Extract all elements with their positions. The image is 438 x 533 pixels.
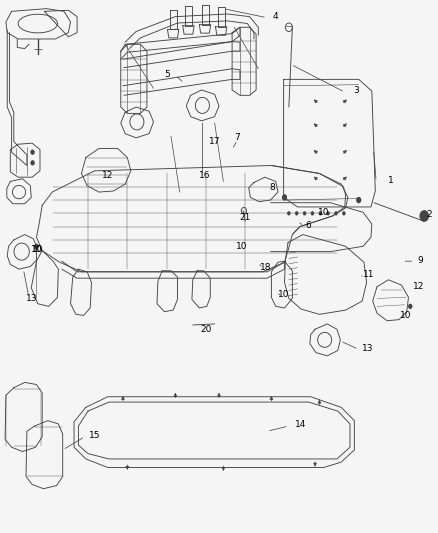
Circle shape [34, 244, 39, 249]
Circle shape [311, 211, 314, 215]
Circle shape [30, 150, 35, 155]
Text: 10: 10 [31, 245, 42, 254]
Text: 3: 3 [353, 85, 360, 94]
Circle shape [408, 304, 413, 309]
Circle shape [30, 160, 35, 165]
Text: 17: 17 [209, 137, 220, 146]
Text: 16: 16 [199, 171, 211, 180]
Text: 1: 1 [388, 176, 393, 185]
Text: 13: 13 [362, 344, 373, 353]
Text: 10: 10 [32, 245, 43, 254]
Circle shape [287, 211, 290, 215]
Text: 10: 10 [237, 242, 248, 251]
Circle shape [326, 211, 330, 215]
Circle shape [318, 211, 322, 215]
Text: 2: 2 [426, 211, 432, 220]
Text: 9: 9 [417, 256, 423, 264]
Circle shape [342, 211, 346, 215]
Circle shape [356, 197, 361, 203]
Text: 10: 10 [318, 208, 329, 217]
Text: 10: 10 [278, 289, 290, 298]
Text: 4: 4 [273, 12, 279, 21]
Text: 13: 13 [26, 294, 38, 303]
Text: 5: 5 [165, 70, 170, 78]
Circle shape [282, 194, 287, 200]
Text: 12: 12 [413, 282, 425, 291]
Text: 11: 11 [363, 270, 374, 279]
Text: 6: 6 [306, 221, 311, 230]
Text: 14: 14 [295, 421, 307, 430]
Text: 12: 12 [102, 171, 113, 180]
Text: 21: 21 [240, 213, 251, 222]
Text: 10: 10 [400, 311, 412, 320]
Circle shape [420, 210, 429, 222]
Text: 15: 15 [89, 431, 100, 440]
Text: 18: 18 [261, 263, 272, 272]
Circle shape [303, 211, 306, 215]
Text: 8: 8 [269, 183, 275, 192]
Circle shape [295, 211, 298, 215]
Text: 7: 7 [234, 133, 240, 142]
Circle shape [334, 211, 338, 215]
Text: 20: 20 [200, 325, 212, 334]
